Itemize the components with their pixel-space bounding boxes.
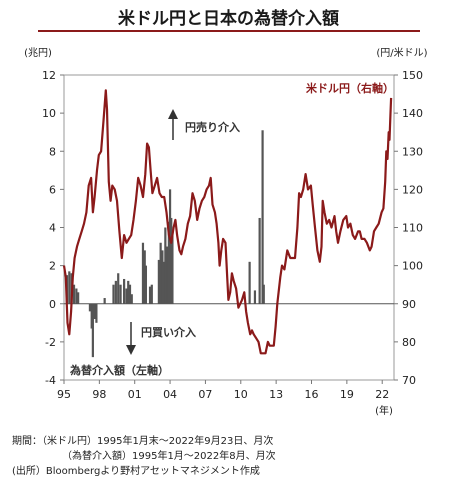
x-tick-label: 10	[234, 388, 248, 401]
left-axis: -4 -2 0 2 4 6 8 10 12	[42, 69, 64, 387]
intervention-bars	[65, 130, 265, 358]
intervention-bar	[167, 221, 170, 304]
x-tick-label: 13	[269, 388, 283, 401]
intervention-bar	[95, 303, 98, 323]
right-tick-label: 130	[402, 145, 423, 158]
intervention-bar	[144, 265, 148, 304]
x-axis: 95 98 01 04 07 10 13 16 19 22	[57, 380, 389, 401]
intervention-bar	[117, 273, 120, 304]
yen-buy-label: 円買い介入	[141, 325, 196, 339]
right-tick-label: 80	[402, 336, 416, 349]
left-tick-label: 8	[49, 145, 56, 158]
intervention-bar	[157, 259, 160, 304]
intervention-bar	[91, 303, 94, 358]
intervention-bar	[148, 286, 152, 304]
buy-arrow-icon	[126, 322, 136, 355]
intervention-bar	[130, 294, 133, 304]
intervention-bar	[141, 242, 145, 304]
chart-title: 米ドル円と日本の為替介入額	[118, 9, 339, 29]
intervention-bar	[163, 261, 166, 304]
bar-series-label: 為替介入額（左軸）	[70, 363, 169, 377]
left-axis-unit: (兆円)	[24, 47, 52, 59]
intervention-bar	[90, 303, 93, 329]
intervention-bar	[261, 130, 264, 304]
left-tick-label: -4	[45, 374, 56, 387]
x-tick-label: 22	[375, 388, 389, 401]
sell-arrow-icon	[168, 109, 178, 140]
intervention-bar	[114, 280, 117, 304]
left-tick-label: 10	[42, 107, 56, 120]
right-axis-unit: (円/米ドル)	[376, 46, 427, 59]
intervention-bar	[127, 280, 130, 304]
intervention-bar	[161, 250, 164, 304]
right-tick-label: 100	[402, 260, 423, 273]
left-tick-label: 0	[49, 298, 56, 311]
usdjpy-line	[62, 89, 393, 355]
intervention-bar	[103, 298, 106, 304]
x-tick-label: 98	[92, 388, 106, 401]
left-tick-label: -2	[45, 336, 56, 349]
intervention-bar	[93, 303, 96, 319]
intervention-bar	[125, 288, 128, 304]
x-tick-label: 95	[57, 388, 71, 401]
intervention-bar	[88, 303, 92, 312]
x-tick-label: 04	[163, 388, 177, 401]
left-tick-label: 4	[49, 222, 56, 235]
intervention-bar	[171, 231, 174, 304]
intervention-bar	[150, 284, 153, 304]
intervention-bar	[128, 284, 132, 304]
intervention-bar	[164, 227, 167, 304]
title-underline	[38, 30, 420, 32]
intervention-bar	[143, 250, 146, 304]
right-axis: 70 80 90 100 110 120 130 140 150	[394, 69, 423, 387]
intervention-bar	[72, 284, 76, 304]
yen-sell-label: 円売り介入	[185, 120, 240, 134]
x-tick-label: 19	[340, 388, 354, 401]
intervention-bar	[119, 284, 122, 304]
intervention-bar	[168, 189, 172, 304]
x-tick-label: 16	[305, 388, 319, 401]
intervention-bar	[68, 271, 71, 304]
footnote-period-intervention: （為替介入額）1995年1月～2022年8月、月次	[62, 451, 276, 462]
intervention-bar	[165, 246, 168, 304]
intervention-bar	[166, 246, 169, 304]
intervention-bar	[75, 288, 78, 304]
intervention-bar	[170, 217, 173, 304]
right-tick-label: 120	[402, 183, 423, 196]
left-tick-label: 2	[49, 260, 56, 273]
x-tick-label: 01	[128, 388, 142, 401]
intervention-bar	[248, 261, 251, 304]
x-axis-unit: (年)	[375, 404, 393, 417]
footnote-source: (出所）Bloombergより野村アセットマネジメント作成	[12, 466, 260, 477]
right-tick-label: 150	[402, 69, 423, 82]
usdjpy-series-label: 米ドル円（右軸）	[305, 81, 394, 95]
x-tick-label: 07	[198, 388, 212, 401]
intervention-bar	[253, 290, 257, 304]
intervention-bar	[262, 284, 265, 304]
right-tick-label: 90	[402, 298, 416, 311]
intervention-bar	[258, 217, 261, 304]
right-tick-label: 70	[402, 374, 416, 387]
intervention-bar	[159, 242, 162, 304]
intervention-bar	[112, 284, 115, 304]
intervention-bar	[123, 278, 126, 304]
footnote-period: 期間：（米ドル円）1995年1月末～2022年9月23日、月次	[12, 436, 274, 447]
left-tick-label: 12	[42, 69, 56, 82]
intervention-bar	[77, 292, 80, 304]
right-tick-label: 140	[402, 107, 423, 120]
left-tick-label: 6	[49, 183, 56, 196]
right-tick-label: 110	[402, 222, 423, 235]
